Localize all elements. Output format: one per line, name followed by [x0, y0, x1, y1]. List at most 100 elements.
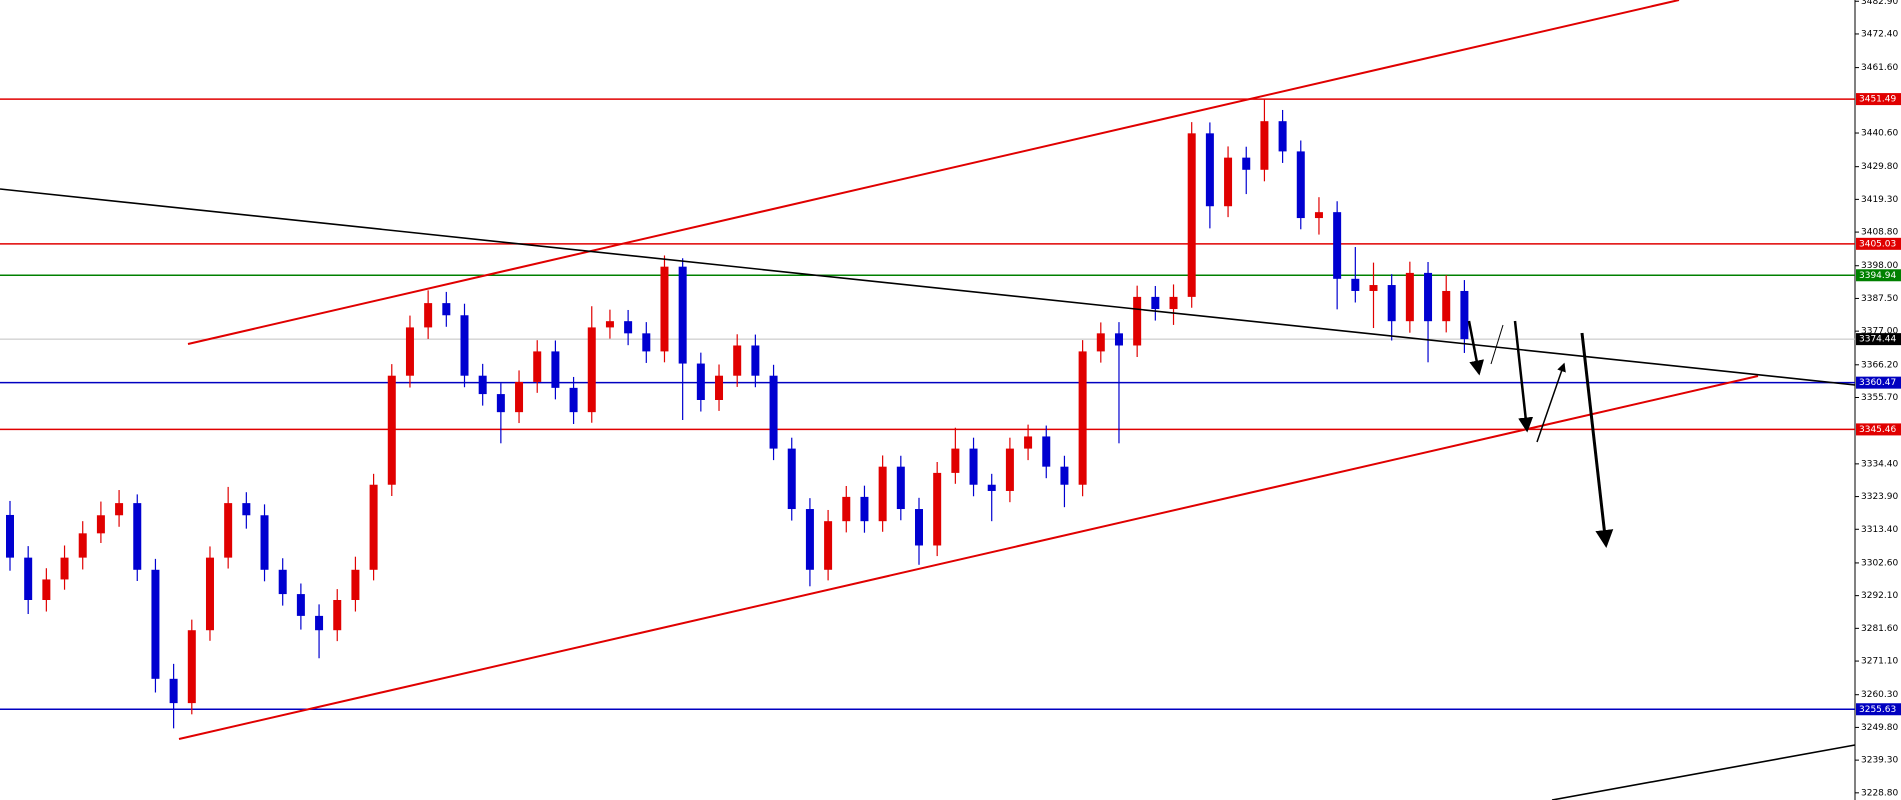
candle-body [951, 448, 960, 473]
y-tick-label: 3313.40 [1861, 525, 1898, 535]
arrow [1536, 362, 1566, 443]
candle-body [1114, 333, 1123, 346]
y-tick-label: 3302.60 [1861, 558, 1898, 568]
y-tick-label: 3461.60 [1861, 63, 1898, 73]
y-tick-label: 3419.30 [1861, 195, 1898, 205]
candle-body [115, 503, 124, 516]
candle-body [1278, 121, 1287, 152]
price-tag [1856, 93, 1901, 106]
y-tick-label: 3355.70 [1861, 393, 1898, 403]
arrow [1580, 332, 1614, 548]
candle-body [1460, 290, 1469, 340]
candle-body [1260, 121, 1269, 170]
candle-body [678, 266, 687, 364]
y-tick-label: 3440.60 [1861, 129, 1898, 139]
y-tick-label: 3271.10 [1861, 657, 1898, 667]
candle-body [787, 448, 796, 510]
price-tag [1856, 333, 1901, 346]
candle-body [624, 321, 633, 334]
candle-body [696, 363, 705, 400]
candle-body [769, 375, 778, 449]
y-tick-label: 3482.90 [1861, 0, 1898, 7]
candle-body [1333, 212, 1342, 279]
candle-body [1187, 133, 1196, 297]
y-tick-label: 3239.30 [1861, 756, 1898, 766]
price-tag [1856, 269, 1901, 282]
candle-body [551, 351, 560, 388]
candle-body [660, 266, 669, 352]
candle-body [187, 630, 196, 704]
y-tick-label: 3334.40 [1861, 459, 1898, 469]
candle-body [478, 375, 487, 395]
price-tag-label: 3451.49 [1859, 95, 1896, 105]
candle-body [260, 515, 269, 570]
candle-body [315, 615, 324, 631]
candle-body [842, 496, 851, 522]
candle-body [751, 345, 760, 376]
candle-body [333, 600, 342, 631]
candle-body [587, 327, 596, 413]
candle-body [1351, 278, 1360, 291]
candle-body [133, 503, 142, 570]
candle-body [496, 394, 505, 413]
price-tag [1856, 703, 1901, 716]
y-tick-label: 3366.20 [1861, 360, 1898, 370]
candle-body [715, 375, 724, 400]
trend-line [0, 188, 1856, 386]
candle-body [296, 594, 305, 616]
candle-body [424, 303, 433, 328]
y-tick-label: 3249.80 [1861, 723, 1898, 733]
candle-body [242, 503, 251, 516]
y-tick-label: 3323.90 [1861, 492, 1898, 502]
candle-body [860, 496, 869, 522]
y-tick-label: 3377.00 [1861, 327, 1898, 337]
candle-body [515, 381, 524, 413]
arrow [1467, 320, 1485, 376]
candle-body [387, 375, 396, 485]
candle-body [642, 333, 651, 352]
candle-body [824, 521, 833, 570]
candle-body [1042, 436, 1051, 467]
candle-body [1024, 436, 1033, 449]
candle-body [1078, 351, 1087, 485]
candle-body [569, 387, 578, 413]
candle-body [1369, 285, 1378, 291]
candle-body [1133, 296, 1142, 346]
price-tag-label: 3255.63 [1859, 705, 1896, 715]
candle-body [533, 351, 542, 382]
trend-line [1551, 744, 1856, 800]
candle-body [205, 557, 214, 631]
candle-body [1424, 272, 1433, 322]
candle-body [987, 484, 996, 491]
arrow [1490, 324, 1504, 365]
candle-body [96, 515, 105, 534]
price-tag-label: 3345.46 [1859, 425, 1896, 435]
price-tag [1856, 237, 1901, 250]
candle-body [896, 466, 905, 510]
candle-body [224, 503, 233, 558]
price-tag-label: 3374.44 [1859, 335, 1896, 345]
candle-body [733, 345, 742, 376]
candle-body [1096, 333, 1105, 352]
candle-body [442, 303, 451, 316]
candle-body [1205, 133, 1214, 207]
price-tag-label: 3394.94 [1859, 271, 1896, 281]
candle-body [969, 448, 978, 485]
candle-body [78, 533, 87, 558]
arrow [1513, 320, 1534, 433]
candle-body [278, 569, 287, 595]
candle-body [1060, 466, 1069, 485]
channel-lower [178, 375, 1759, 740]
y-tick-label: 3292.10 [1861, 591, 1898, 601]
candle-body [42, 579, 51, 600]
candle-body [6, 514, 14, 558]
candle-body [1224, 157, 1233, 207]
y-tick-label: 3398.00 [1861, 261, 1898, 271]
price-tag-label: 3405.03 [1859, 239, 1896, 249]
y-tick-label: 3260.30 [1861, 690, 1898, 700]
y-tick-label: 3387.50 [1861, 294, 1898, 304]
channel-upper [187, 0, 1680, 345]
